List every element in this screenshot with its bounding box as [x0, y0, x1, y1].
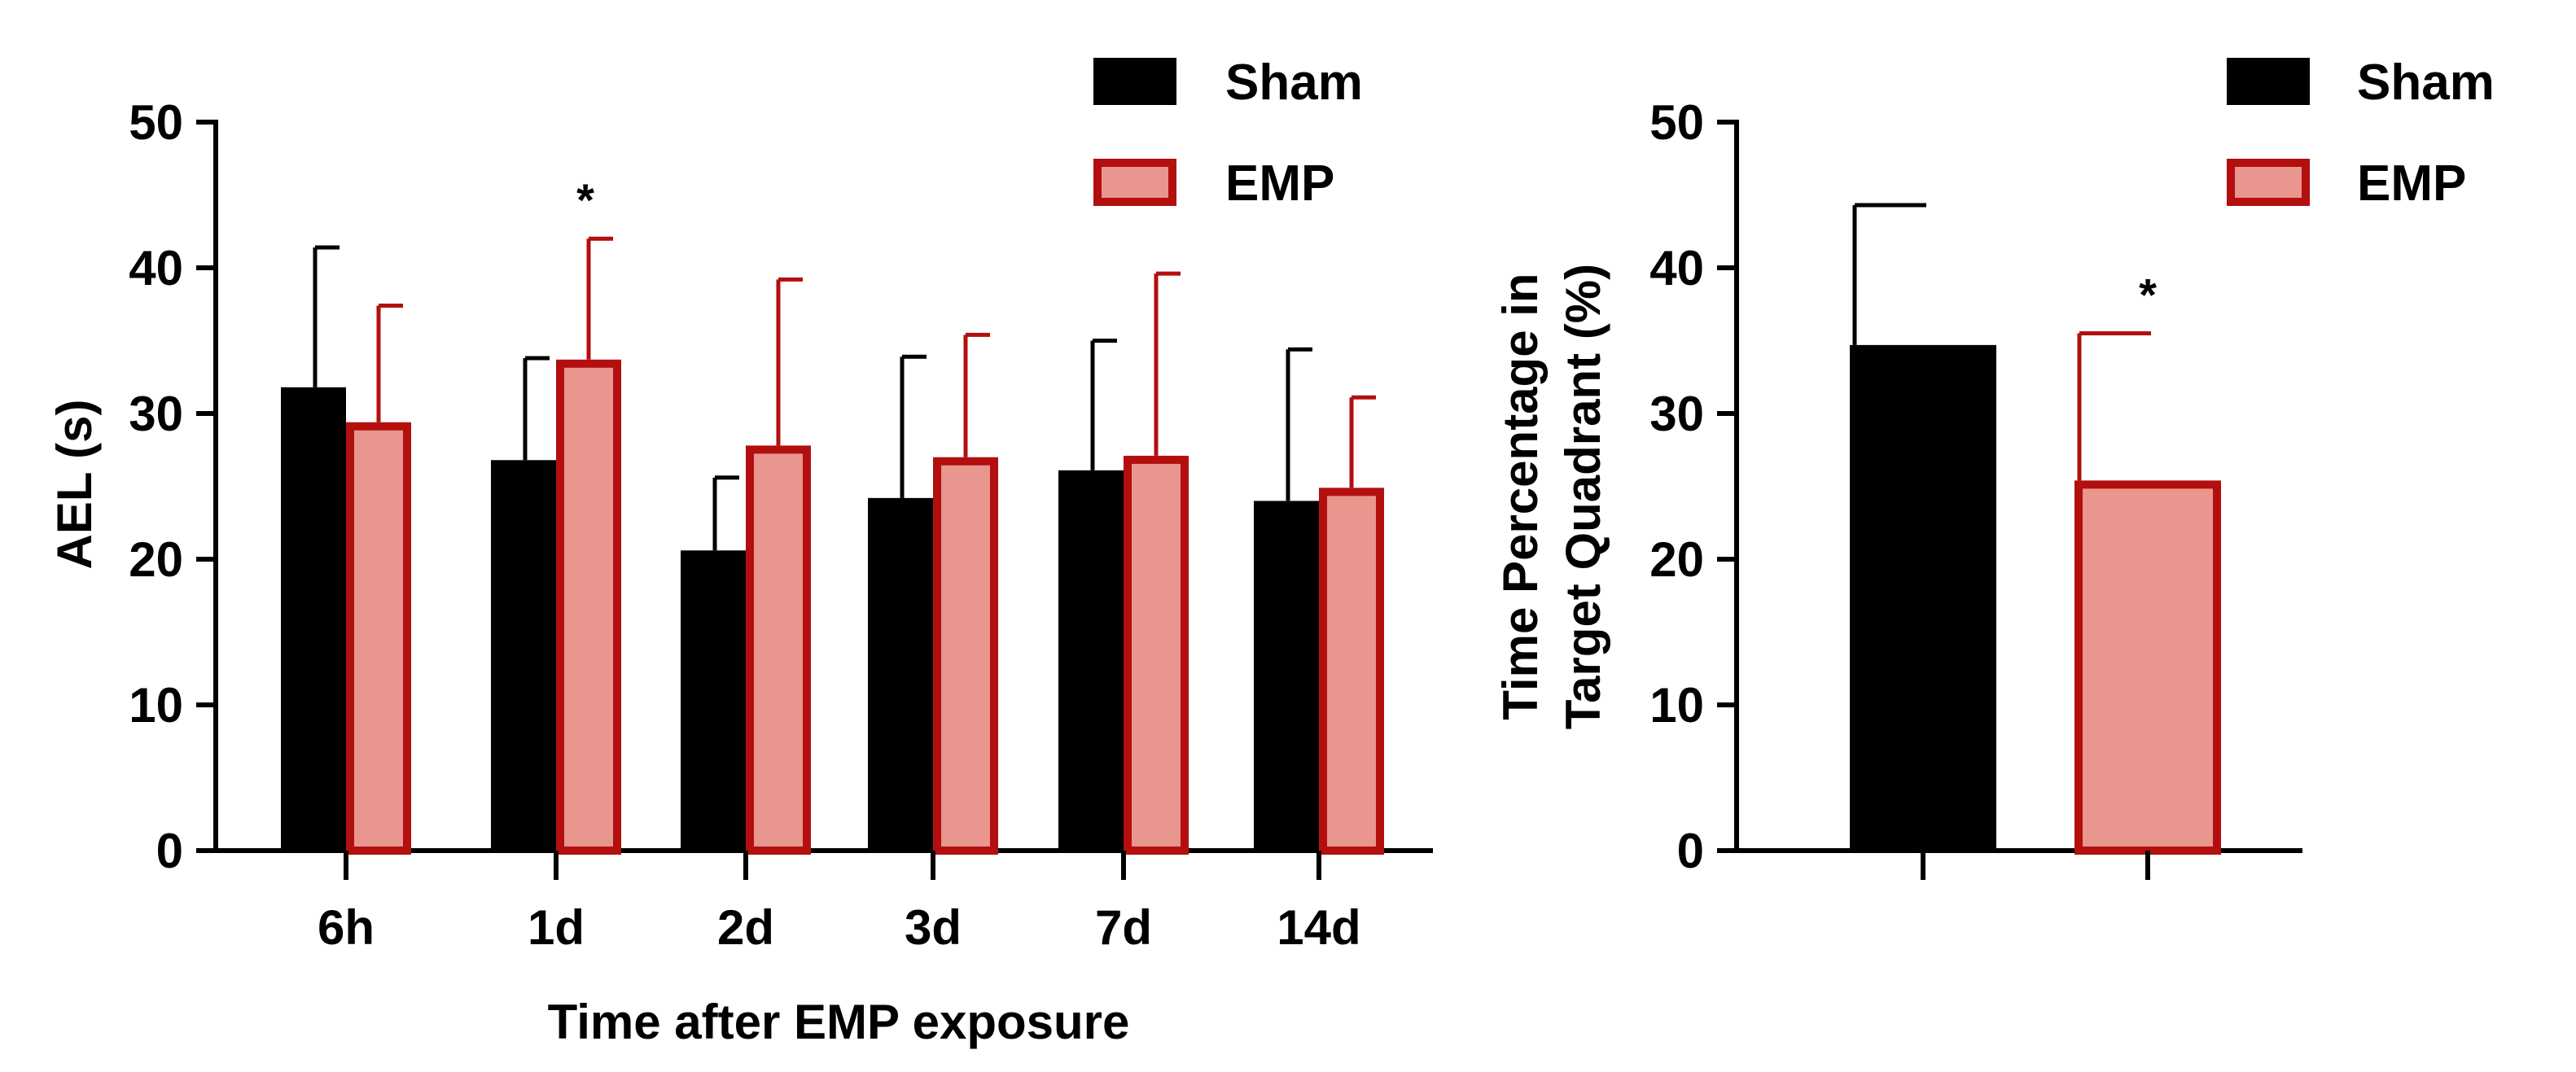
tq-y-tick-label: 10 — [1649, 678, 1704, 733]
ael-x-tick-label: 14d — [1277, 900, 1360, 955]
ael-y-tick-label: 0 — [156, 824, 183, 878]
ael-chart: AEL (s) Time after EMP exposure Sham EMP… — [47, 55, 1433, 1049]
legend-swatch-emp — [1093, 159, 1176, 206]
bar-sham-3d — [868, 497, 933, 851]
ael-legend: Sham EMP — [1093, 55, 1363, 212]
ael-x-tick-label: 7d — [1095, 900, 1152, 955]
tq-y-tick-label: 30 — [1649, 387, 1704, 441]
bar-emp-6h — [346, 422, 411, 855]
legend-swatch-sham — [1093, 58, 1176, 105]
tq-y-tick-label: 50 — [1649, 95, 1704, 150]
bar-sham-2d — [681, 550, 746, 851]
ael-x-tick-label: 1d — [528, 900, 585, 955]
ael-y-axis-title: AEL (s) — [47, 400, 102, 570]
ael-y-tick-label: 40 — [129, 241, 183, 295]
ael-x-tick-label: 2d — [717, 900, 774, 955]
bar-emp-3d — [933, 457, 998, 855]
legend-label-sham: Sham — [2357, 55, 2495, 111]
ael-y-tick-label: 50 — [129, 95, 183, 150]
bar-emp — [2074, 480, 2221, 855]
bar-sham-14d — [1254, 501, 1319, 851]
legend-swatch-emp — [2227, 159, 2310, 206]
ael-y-tick-label: 10 — [129, 678, 183, 733]
tq-y-tick-label: 40 — [1649, 241, 1704, 295]
legend-swatch-sham — [2227, 58, 2310, 105]
legend-label-emp: EMP — [2357, 155, 2466, 212]
tq-y-axis-title-line2: Target Quadrant (%) — [1556, 264, 1610, 729]
bar-sham-6h — [281, 387, 346, 851]
tq-y-tick-label: 0 — [1677, 824, 1704, 878]
ael-x-tick-label: 6h — [318, 900, 375, 955]
bar-sham-1d — [491, 460, 556, 851]
target-quadrant-legend: Sham EMP — [2227, 55, 2495, 212]
ael-x-tick-label: 3d — [905, 900, 962, 955]
significance-marker-1d: * — [576, 174, 594, 225]
bar-emp-1d — [556, 359, 621, 855]
legend-label-emp: EMP — [1225, 155, 1334, 212]
target-quadrant-chart: Time Percentage in Target Quadrant (%) S… — [1493, 55, 2495, 880]
legend-label-sham: Sham — [1225, 55, 1363, 111]
bar-emp-7d — [1124, 455, 1189, 855]
bar-emp-2d — [746, 445, 811, 855]
bar-emp-14d — [1319, 488, 1384, 855]
significance-marker-emp: * — [2139, 269, 2157, 321]
ael-x-axis-title: Time after EMP exposure — [548, 995, 1130, 1049]
bar-sham-7d — [1058, 470, 1124, 851]
ael-y-tick-label: 30 — [129, 387, 183, 441]
tq-y-tick-label: 20 — [1649, 532, 1704, 587]
bar-sham — [1850, 344, 1996, 851]
ael-y-tick-label: 20 — [129, 532, 183, 587]
tq-y-axis-title-line1: Time Percentage in — [1493, 273, 1548, 720]
